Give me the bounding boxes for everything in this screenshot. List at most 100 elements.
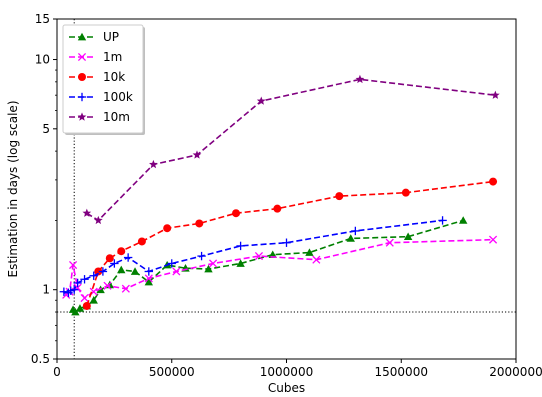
- data-point-100k: [438, 216, 447, 225]
- series-line-up: [72, 219, 464, 314]
- data-point-10k: [94, 267, 103, 276]
- legend-marker-10m: [77, 112, 87, 121]
- legend-marker-up: [77, 32, 87, 41]
- data-point-up: [130, 267, 140, 275]
- data-point-1m: [488, 235, 498, 244]
- data-point-10m: [256, 96, 266, 105]
- series-up: [68, 216, 468, 316]
- data-point-up: [89, 296, 98, 304]
- series-line-1m: [65, 238, 494, 300]
- data-point-10k: [195, 219, 204, 228]
- data-point-1m: [80, 293, 89, 303]
- data-point-1m: [209, 259, 218, 268]
- data-point-100k: [144, 267, 153, 276]
- data-point-up: [305, 248, 314, 256]
- legend-marker-1m-stroke-b: [77, 52, 87, 62]
- y-tick-label: 1: [42, 283, 50, 297]
- series-10k: [82, 177, 498, 310]
- data-point-1m: [385, 238, 394, 247]
- data-point-up: [204, 264, 213, 273]
- x-tick-label: 1000000: [260, 365, 313, 379]
- data-point-1m: [103, 281, 112, 290]
- data-point-1m: [254, 252, 264, 261]
- reference-lines: [57, 19, 516, 359]
- data-point-100k: [351, 226, 360, 236]
- data-point-10m: [192, 150, 202, 159]
- data-point-100k: [89, 271, 98, 280]
- data-point-100k: [98, 267, 108, 276]
- data-point-1m: [121, 284, 130, 293]
- y-tick-label: 5: [42, 122, 50, 136]
- x-axis-title: Cubes: [268, 381, 305, 395]
- data-point-up: [346, 234, 355, 242]
- x-tick-label: 2000000: [489, 365, 542, 379]
- series-line-10k: [86, 180, 494, 307]
- legend-label-10m: 10m: [103, 110, 130, 124]
- data-point-1m-stroke-b: [144, 274, 153, 283]
- data-point-100k: [80, 275, 89, 284]
- legend-box: [62, 24, 144, 134]
- data-point-1m-stroke-b: [209, 259, 218, 268]
- data-point-100k: [197, 251, 206, 261]
- data-point-1m-stroke-b: [80, 293, 89, 303]
- data-point-100k: [282, 238, 291, 247]
- data-point-10m: [355, 74, 365, 84]
- legend-label-up: UP: [103, 30, 119, 44]
- data-point-10k: [489, 177, 498, 186]
- data-point-100k: [59, 287, 69, 296]
- data-point-1m-stroke-b: [69, 260, 78, 270]
- data-point-10m: [93, 215, 103, 225]
- data-point-10k: [117, 247, 126, 256]
- data-point-100k: [110, 259, 119, 268]
- y-tick-label: 0.5: [31, 352, 50, 366]
- data-point-10k: [105, 254, 114, 263]
- data-point-100k: [73, 278, 82, 288]
- data-point-10k: [273, 204, 282, 213]
- data-point-up: [459, 216, 468, 224]
- data-point-10m: [82, 208, 92, 217]
- data-point-1m-stroke-b: [312, 255, 321, 264]
- series-layer: [59, 74, 500, 316]
- data-point-up: [75, 304, 85, 312]
- x-axis-ticks: 0 500000 1000000 1500000 2000000: [53, 359, 542, 379]
- data-point-100k: [70, 285, 79, 294]
- data-point-10m: [490, 90, 500, 99]
- data-point-10k: [163, 224, 172, 233]
- data-point-1m-stroke-b: [385, 238, 394, 247]
- data-point-1m: [69, 260, 78, 270]
- y-axis-title: Estimation in days (log scale): [6, 101, 20, 278]
- x-tick-label: 500000: [149, 365, 195, 379]
- data-point-10k: [82, 301, 91, 310]
- legend: UP 1m 10k 100k 10m: [62, 24, 145, 135]
- legend-label-1m: 1m: [103, 50, 122, 64]
- data-point-1m-stroke-b: [103, 281, 112, 290]
- series-100k: [59, 216, 447, 297]
- series-10m: [82, 74, 500, 225]
- data-point-1m-stroke-b: [121, 284, 130, 293]
- x-tick-label: 0: [53, 365, 61, 379]
- y-tick-label: 15: [35, 12, 50, 26]
- data-point-10k: [137, 237, 146, 246]
- data-point-100k: [167, 259, 176, 268]
- legend-marker-1m: [77, 52, 87, 62]
- data-point-10k: [335, 192, 344, 201]
- legend-label-100k: 100k: [103, 90, 133, 104]
- data-point-up: [403, 232, 413, 241]
- data-point-1m-stroke-b: [254, 252, 264, 261]
- data-point-100k: [123, 253, 133, 262]
- data-point-up: [144, 277, 153, 286]
- series-line-10m: [86, 78, 496, 222]
- legend-label-10k: 10k: [103, 70, 125, 84]
- legend-marker-100k: [77, 92, 87, 102]
- data-point-1m: [312, 255, 321, 264]
- data-point-10m: [149, 159, 158, 169]
- data-point-1m-stroke-b: [488, 235, 498, 244]
- legend-marker-10k: [78, 73, 86, 81]
- data-point-1m-stroke-b: [172, 267, 181, 276]
- data-point-1m: [172, 267, 181, 276]
- y-tick-label: 10: [35, 53, 50, 67]
- data-point-up: [117, 265, 126, 274]
